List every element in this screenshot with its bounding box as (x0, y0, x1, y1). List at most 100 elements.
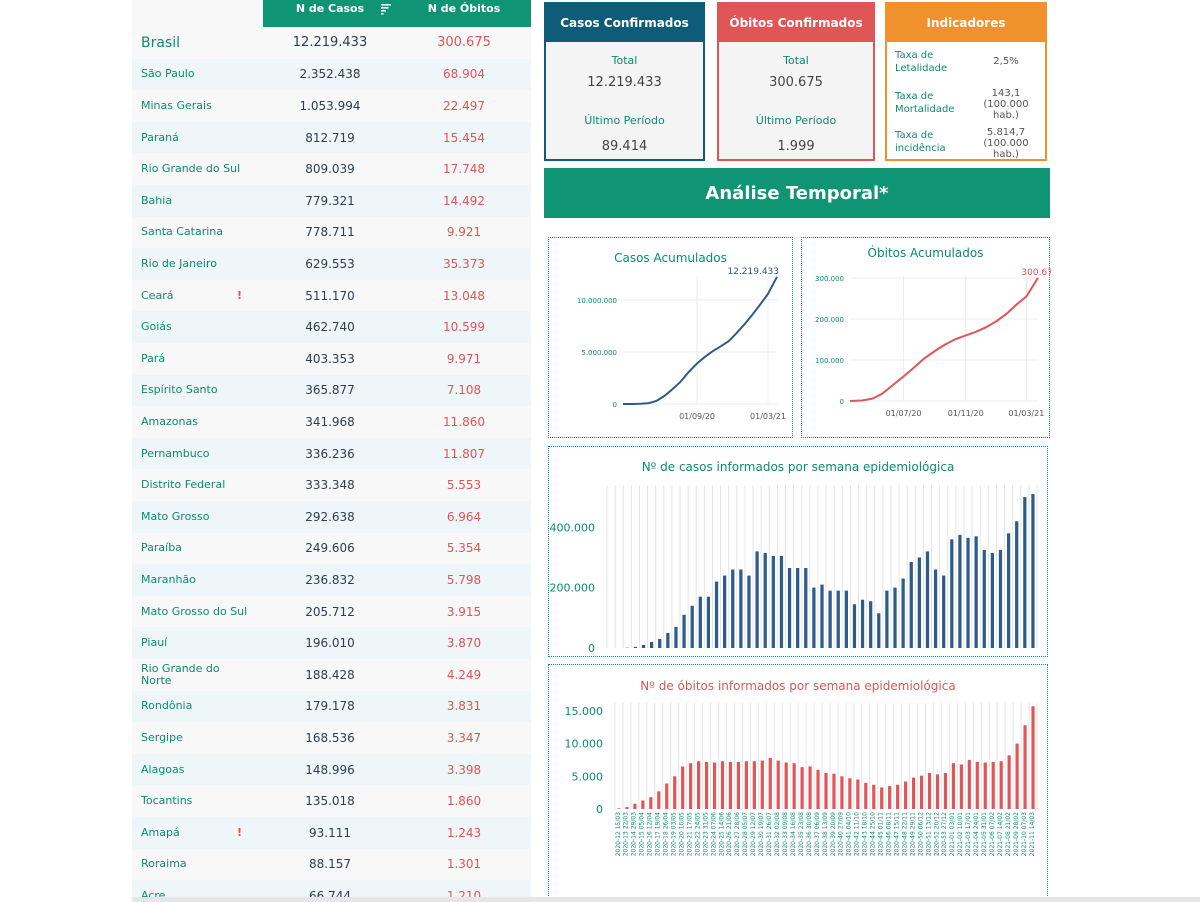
table-row[interactable]: Piauí 196.010 3.870 (132, 627, 531, 659)
bar (747, 575, 751, 648)
deaths-cell: 14.492 (443, 193, 485, 208)
x-tick-label: 2021-05 31/01 (981, 812, 988, 856)
x-tick-label: 2020-21 17/05 (686, 812, 693, 856)
y-tick-label: 200.000 (550, 582, 596, 595)
bar (872, 784, 876, 809)
bar (650, 641, 654, 648)
bar (990, 552, 994, 648)
exclamation-icon[interactable]: ! (237, 289, 243, 303)
bar (959, 764, 963, 809)
x-tick-label: 2021-07 14/02 (997, 812, 1004, 856)
table-row[interactable]: Bahia 779.321 14.492 (132, 185, 531, 217)
table-row[interactable]: Pará 403.353 9.971 (132, 343, 531, 375)
bar (869, 601, 873, 648)
bar (731, 569, 735, 648)
table-row[interactable]: Goiás 462.740 10.599 (132, 311, 531, 343)
table-row[interactable]: Rondônia 179.178 3.831 (132, 690, 531, 723)
x-tick-label: 2020-45 01/11 (878, 812, 885, 856)
bar (776, 760, 780, 809)
x-tick-label: 2020-15 05/04 (639, 812, 646, 856)
bar (927, 773, 932, 809)
y-tick-label: 0 (840, 398, 844, 406)
deaths-cell: 35.373 (443, 256, 485, 271)
cases-cell: 779.321 (305, 193, 355, 208)
bar (666, 632, 670, 648)
bar (674, 626, 678, 648)
table-row-total[interactable]: Brasil 12.219.433 300.675 (132, 27, 531, 59)
cumulative-deaths-chart[interactable]: Óbitos Acumulados 0 100.000 200.000 300.000… (801, 237, 1051, 438)
exclamation-icon[interactable]: ! (237, 826, 243, 840)
state-name: Goiás (141, 320, 172, 334)
cases-cell: 93.111 (309, 825, 351, 840)
cumulative-cases-chart[interactable]: Casos Acumulados 0 5.000.000 10.000.000 01/… (548, 237, 793, 438)
x-tick-label: 2021-11 14/03 (1029, 812, 1036, 856)
bar (704, 761, 709, 809)
table-row[interactable]: Santa Catarina 778.711 9.921 (132, 217, 531, 249)
bar (755, 551, 759, 648)
horizontal-scrollbar[interactable] (132, 897, 1200, 902)
x-tick-label: 2020-48 22/11 (901, 812, 908, 856)
table-row[interactable]: Rio Grande do Norte 188.428 4.249 (132, 659, 531, 691)
y-tick-label: 400.000 (550, 521, 596, 534)
table-row[interactable]: Maranhão 236.832 5.798 (132, 564, 531, 596)
table-row[interactable]: Alagoas 148.996 3.398 (132, 753, 531, 786)
x-tick-label: 2021-10 07/03 (1021, 812, 1028, 856)
table-row[interactable]: Paraná 812.719 15.454 (132, 121, 531, 154)
table-row[interactable]: Paraíba 249.606 5.354 (132, 533, 531, 565)
bar (836, 590, 840, 648)
bar (714, 581, 719, 648)
table-row[interactable]: Rio Grande do Sul 809.039 17.748 (132, 153, 531, 185)
table-row[interactable]: Distrito Federal 333.348 5.553 (132, 469, 531, 501)
deaths-cell: 6.964 (446, 509, 482, 524)
weekly-cases-chart[interactable]: Nº de casos informados por semana epidem… (548, 446, 1048, 657)
cases-period-value: 89.414 (601, 139, 648, 154)
table-row[interactable]: Espírito Santo 365.877 7.108 (132, 374, 531, 407)
indicator-lethality: Taxa de Letalidade 2,5% (895, 49, 1041, 87)
table-row[interactable]: Mato Grosso 292.638 6.964 (132, 501, 531, 533)
table-row[interactable]: Tocantins 135.018 1.860 (132, 785, 531, 817)
x-tick-label: 2020-27 28/06 (734, 812, 741, 856)
header-deaths[interactable]: N de Óbitos (427, 2, 501, 15)
x-tick-label: 2021-01 03/01 (949, 812, 956, 856)
bar (950, 539, 954, 648)
header-cases[interactable]: N de Casos (295, 2, 365, 15)
x-tick-label: 2020-41 04/10 (846, 812, 853, 856)
bar (885, 590, 889, 648)
table-row[interactable]: Minas Gerais 1.053.994 22.497 (132, 90, 531, 122)
bar (784, 762, 788, 809)
table-row[interactable]: Amazonas 341.968 11.860 (132, 406, 531, 438)
cases-cell: 1.053.994 (299, 98, 361, 113)
x-tick-label: 01/11/20 (948, 409, 984, 418)
bar (779, 555, 784, 648)
x-tick-label: 2020-37 06/09 (814, 812, 821, 856)
bar (633, 646, 638, 648)
state-name: Tocantins (141, 794, 193, 808)
indicators-title: Indicadores (887, 4, 1045, 42)
cases-cell: 365.877 (305, 383, 355, 398)
deaths-cell: 1.243 (446, 825, 482, 840)
table-row[interactable]: Rio de Janeiro 629.553 35.373 (132, 248, 531, 280)
indicator-value: 143,1 (100.000 hab.) (983, 88, 1029, 121)
state-name: Maranhão (141, 572, 196, 586)
weekly-deaths-chart[interactable]: Nº de óbitos informados por semana epide… (548, 664, 1048, 898)
table-row[interactable]: Roraima 88.157 1.301 (132, 849, 531, 881)
table-row[interactable]: Amapá! 93.111 1.243 (132, 817, 531, 849)
bar (864, 782, 868, 809)
table-row[interactable]: Pernambuco 336.236 11.807 (132, 437, 531, 470)
sort-icon[interactable] (380, 3, 392, 15)
table-row[interactable]: Sergipe 168.536 3.347 (132, 722, 531, 754)
bar (712, 762, 717, 809)
chart-title: Nº de casos informados por semana epidem… (641, 460, 955, 474)
x-tick-label: 2020-36 30/08 (806, 812, 813, 856)
table-row[interactable]: Mato Grosso do Sul 205.712 3.915 (132, 596, 531, 628)
state-name: Ceará (141, 288, 174, 302)
table-row[interactable]: São Paulo 2.352.438 68.904 (132, 58, 531, 91)
indicator-label: Taxa de incidência (895, 130, 946, 154)
indicators-card: Indicadores Taxa de Letalidade 2,5% Taxa… (885, 2, 1047, 161)
cases-cell: 292.638 (305, 509, 355, 524)
bar (690, 605, 694, 648)
cases-cell: 88.157 (309, 857, 351, 872)
end-value-label: 300.675 (1021, 268, 1051, 278)
bar (1031, 706, 1035, 809)
table-row[interactable]: Ceará! 511.170 13.048 (132, 280, 531, 312)
